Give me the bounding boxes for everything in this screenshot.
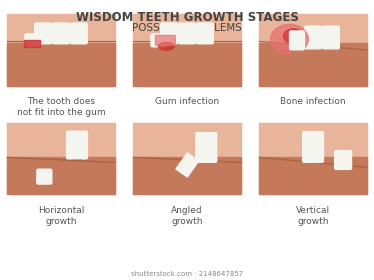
- Ellipse shape: [283, 29, 303, 44]
- Bar: [134, 43, 240, 86]
- Bar: [134, 157, 240, 194]
- FancyBboxPatch shape: [322, 26, 339, 49]
- Polygon shape: [153, 43, 163, 79]
- FancyBboxPatch shape: [303, 132, 324, 162]
- FancyBboxPatch shape: [25, 34, 40, 47]
- Text: shutterstock.com · 2148647857: shutterstock.com · 2148647857: [131, 271, 243, 277]
- Polygon shape: [27, 43, 37, 79]
- Polygon shape: [165, 169, 187, 194]
- Polygon shape: [73, 41, 85, 81]
- FancyBboxPatch shape: [67, 131, 88, 159]
- Polygon shape: [37, 41, 49, 81]
- FancyBboxPatch shape: [289, 31, 304, 50]
- FancyBboxPatch shape: [196, 132, 217, 162]
- Text: Horizontal
growth: Horizontal growth: [38, 206, 84, 226]
- Bar: [7, 14, 114, 86]
- Ellipse shape: [159, 42, 174, 50]
- Polygon shape: [70, 157, 84, 190]
- Text: Vertical
growth: Vertical growth: [296, 206, 330, 226]
- Polygon shape: [325, 46, 337, 82]
- Bar: [260, 123, 367, 194]
- Text: Bone infection: Bone infection: [280, 97, 346, 106]
- Bar: [7, 157, 114, 194]
- FancyBboxPatch shape: [37, 169, 52, 184]
- Polygon shape: [337, 166, 349, 192]
- Bar: [7, 43, 114, 86]
- Bar: [134, 14, 240, 86]
- Polygon shape: [28, 173, 38, 181]
- FancyBboxPatch shape: [178, 23, 196, 44]
- Text: Angled
growth: Angled growth: [171, 206, 203, 226]
- Polygon shape: [292, 46, 302, 78]
- FancyBboxPatch shape: [335, 151, 352, 169]
- Bar: [260, 157, 367, 194]
- FancyBboxPatch shape: [304, 26, 322, 49]
- FancyBboxPatch shape: [161, 23, 178, 44]
- Bar: [260, 43, 367, 86]
- Bar: [7, 123, 114, 194]
- FancyBboxPatch shape: [196, 23, 213, 44]
- Polygon shape: [176, 153, 199, 177]
- Bar: [24, 40, 40, 47]
- FancyBboxPatch shape: [70, 23, 87, 44]
- Polygon shape: [163, 41, 175, 81]
- Bar: [260, 14, 367, 86]
- Polygon shape: [199, 41, 211, 81]
- Bar: [134, 123, 240, 194]
- Text: WISDOM TEETH GROWTH STAGES: WISDOM TEETH GROWTH STAGES: [76, 11, 298, 24]
- FancyBboxPatch shape: [52, 23, 70, 44]
- Text: POSSIBLE PROBLEMS: POSSIBLE PROBLEMS: [132, 23, 242, 33]
- Polygon shape: [181, 41, 193, 81]
- Ellipse shape: [271, 24, 308, 54]
- Polygon shape: [199, 159, 213, 190]
- Polygon shape: [307, 46, 319, 82]
- FancyBboxPatch shape: [35, 23, 52, 44]
- Text: The tooth does
not fit into the gum: The tooth does not fit into the gum: [16, 97, 105, 117]
- Polygon shape: [55, 41, 67, 81]
- FancyBboxPatch shape: [156, 35, 175, 45]
- Text: Gum infection: Gum infection: [155, 97, 219, 106]
- FancyBboxPatch shape: [151, 34, 166, 47]
- Polygon shape: [306, 159, 320, 190]
